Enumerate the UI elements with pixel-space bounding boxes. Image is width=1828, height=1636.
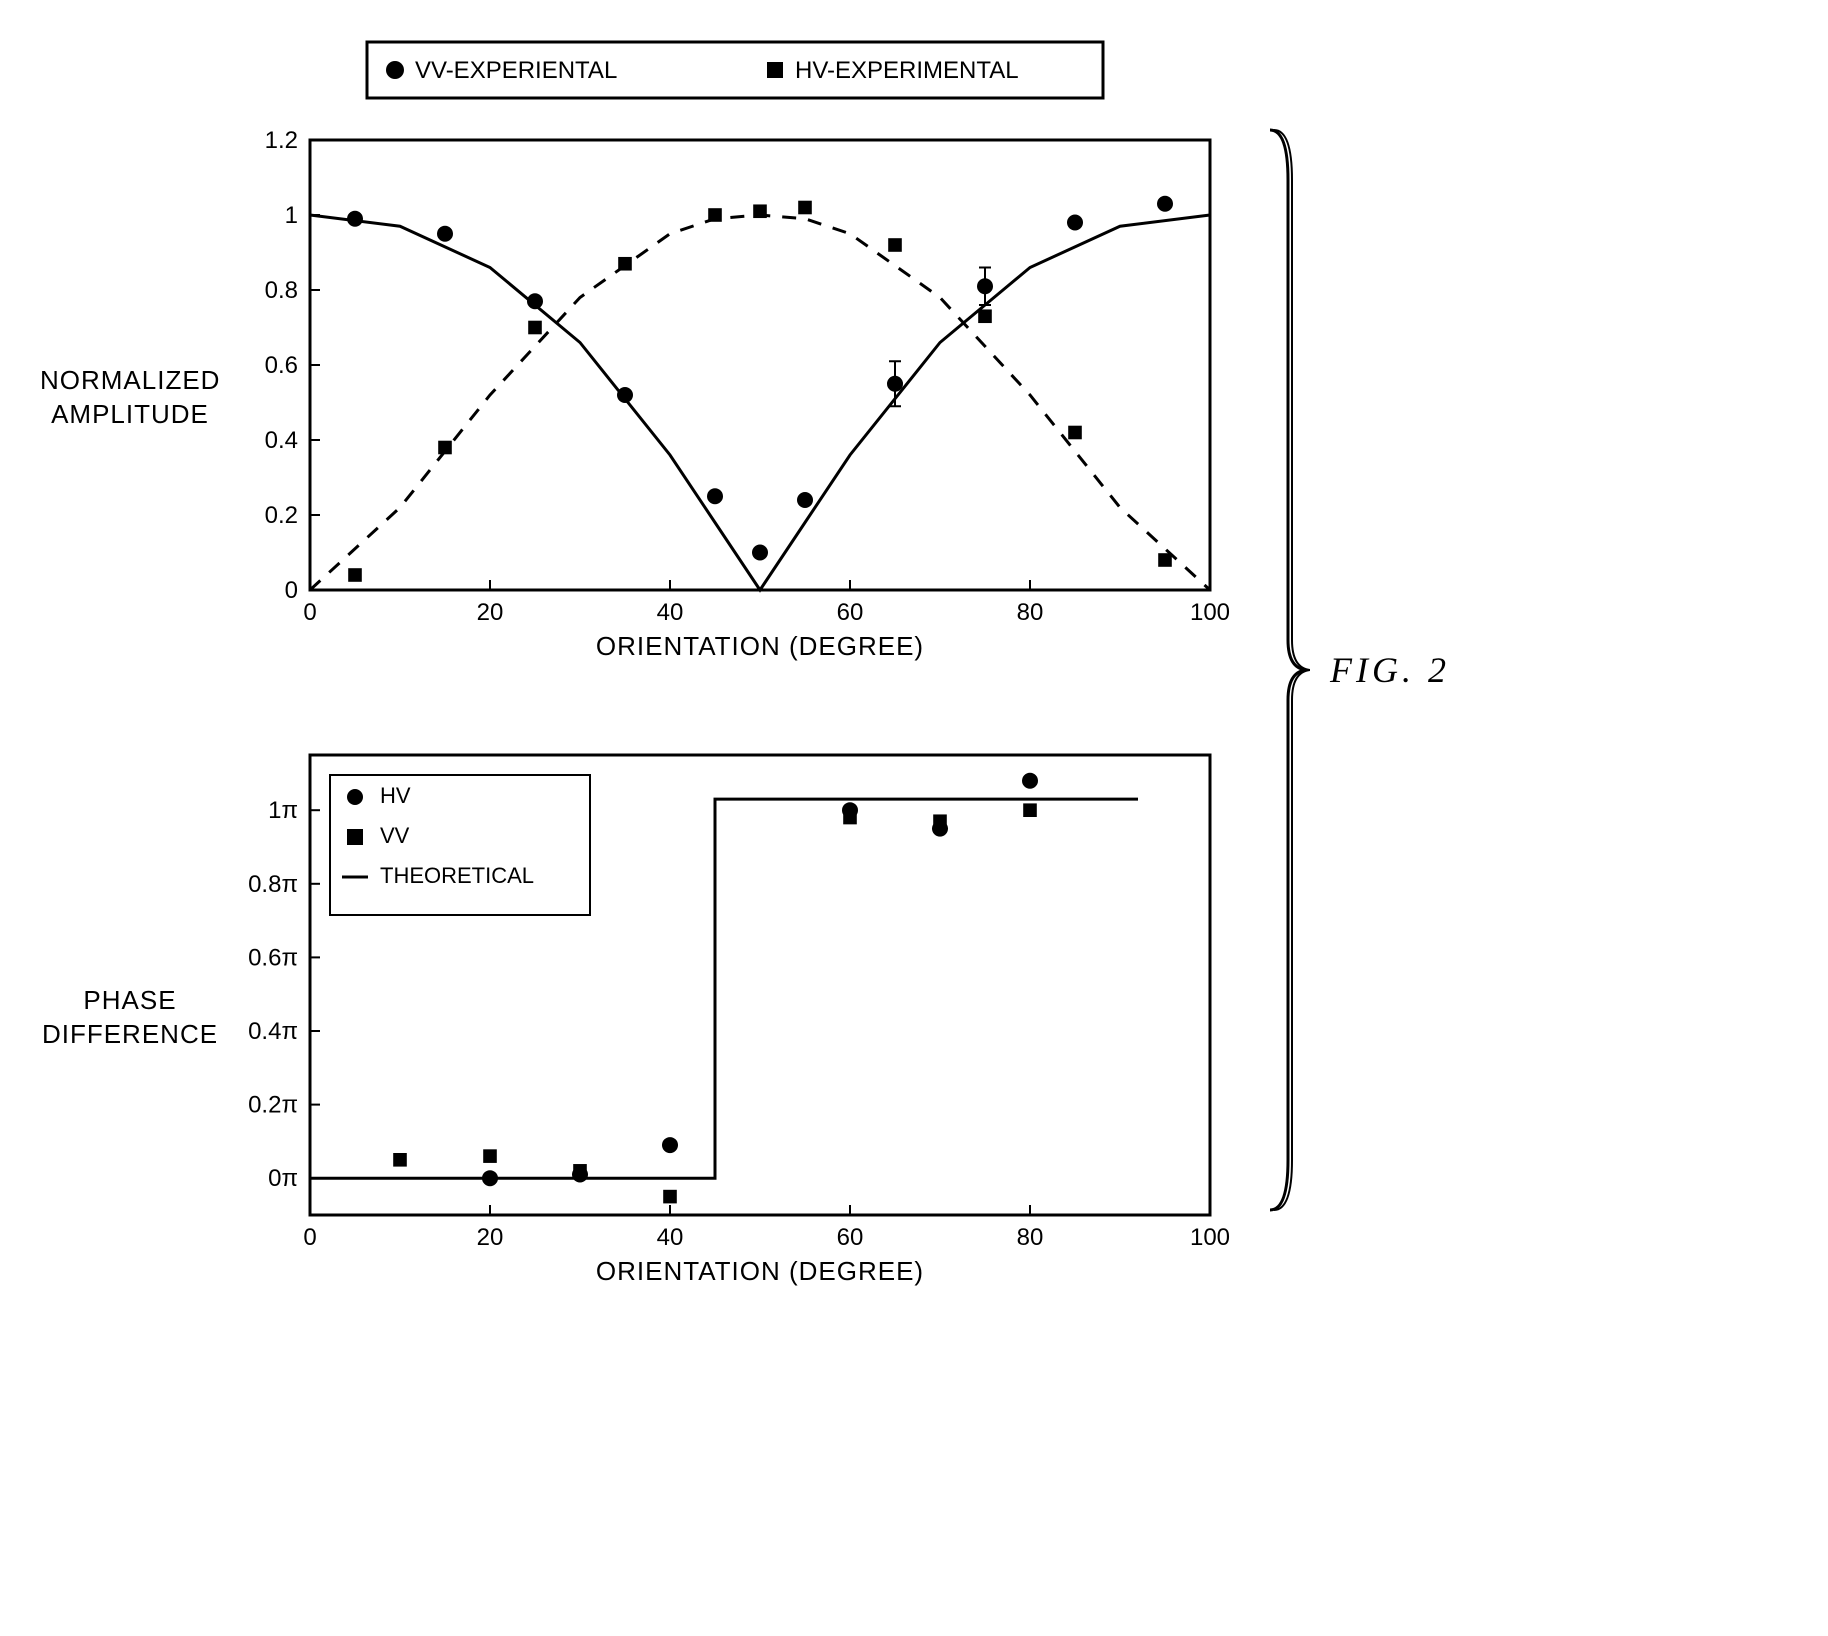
svg-text:20: 20 bbox=[477, 1224, 504, 1251]
svg-text:40: 40 bbox=[657, 1224, 684, 1251]
top-legend-wrapper: VV-EXPERIENTAL HV-EXPERIMENTAL bbox=[240, 40, 1230, 100]
svg-text:60: 60 bbox=[837, 599, 864, 626]
svg-text:ORIENTATION (DEGREE): ORIENTATION (DEGREE) bbox=[596, 631, 924, 661]
top-legend: VV-EXPERIENTAL HV-EXPERIMENTAL bbox=[365, 40, 1105, 100]
bracket-icon bbox=[1260, 120, 1310, 1220]
figure-container: VV-EXPERIENTAL HV-EXPERIMENTAL NORMALIZED… bbox=[40, 40, 1788, 1300]
bottom-ylabel-line1: PHASE bbox=[83, 985, 176, 1015]
figure-label: FIG. 2 bbox=[1330, 649, 1450, 691]
svg-text:THEORETICAL: THEORETICAL bbox=[380, 863, 534, 888]
svg-text:1: 1 bbox=[285, 202, 298, 229]
svg-text:20: 20 bbox=[477, 599, 504, 626]
svg-text:40: 40 bbox=[657, 599, 684, 626]
svg-text:0.2π: 0.2π bbox=[248, 1092, 298, 1119]
svg-text:HV: HV bbox=[380, 783, 411, 808]
svg-text:1π: 1π bbox=[268, 797, 298, 824]
svg-text:HV-EXPERIMENTAL: HV-EXPERIMENTAL bbox=[795, 57, 1019, 84]
svg-text:VV: VV bbox=[380, 823, 410, 848]
bottom-chart-wrapper: PHASE DIFFERENCE 0204060801000π0.2π0.4π0… bbox=[40, 735, 1230, 1300]
svg-text:0.6π: 0.6π bbox=[248, 944, 298, 971]
svg-text:0: 0 bbox=[303, 1224, 316, 1251]
svg-text:60: 60 bbox=[837, 1224, 864, 1251]
svg-text:0: 0 bbox=[285, 577, 298, 604]
svg-text:ORIENTATION (DEGREE): ORIENTATION (DEGREE) bbox=[596, 1256, 924, 1286]
svg-text:1.2: 1.2 bbox=[265, 127, 298, 154]
svg-text:0.8: 0.8 bbox=[265, 277, 298, 304]
svg-text:100: 100 bbox=[1190, 599, 1230, 626]
top-chart-wrapper: NORMALIZED AMPLITUDE 0 20 40 60 80 100 0 0.2 0.4… bbox=[40, 120, 1230, 675]
charts-column: VV-EXPERIENTAL HV-EXPERIMENTAL NORMALIZED… bbox=[40, 40, 1230, 1300]
top-chart-svg: 0 20 40 60 80 100 0 0.2 0.4 0.6 0.8 1 1.2 ORIENTATION… bbox=[240, 120, 1230, 670]
top-chart-block: VV-EXPERIENTAL HV-EXPERIMENTAL NORMALIZED… bbox=[40, 40, 1230, 675]
bracket-group: FIG. 2 bbox=[1260, 120, 1450, 1220]
svg-text:VV-EXPERIENTAL: VV-EXPERIENTAL bbox=[415, 57, 617, 84]
svg-text:0.4π: 0.4π bbox=[248, 1018, 298, 1045]
svg-text:0.4: 0.4 bbox=[265, 427, 298, 454]
top-ylabel-line1: NORMALIZED bbox=[40, 365, 220, 395]
svg-text:0.8π: 0.8π bbox=[248, 871, 298, 898]
svg-text:80: 80 bbox=[1017, 1224, 1044, 1251]
bottom-chart-box: 0 20 40 60 80 100 0π 0.2π 0.4π 0.6π 0.8π 1π ORIENTAT… bbox=[240, 735, 1230, 1300]
svg-text:0: 0 bbox=[303, 599, 316, 626]
bottom-ylabel: PHASE DIFFERENCE bbox=[40, 984, 220, 1052]
top-ylabel-line2: AMPLITUDE bbox=[51, 399, 209, 429]
bottom-ylabel-line2: DIFFERENCE bbox=[42, 1019, 218, 1049]
svg-text:0.2: 0.2 bbox=[265, 502, 298, 529]
svg-text:100: 100 bbox=[1190, 1224, 1230, 1251]
top-chart-box: 0 20 40 60 80 100 0 0.2 0.4 0.6 0.8 1 1.2 ORIENTATION… bbox=[240, 120, 1230, 675]
svg-text:80: 80 bbox=[1017, 599, 1044, 626]
svg-text:0.6: 0.6 bbox=[265, 352, 298, 379]
top-ylabel: NORMALIZED AMPLITUDE bbox=[40, 364, 220, 432]
bottom-chart-svg: 0 20 40 60 80 100 0π 0.2π 0.4π 0.6π 0.8π 1π ORIENTAT… bbox=[240, 735, 1230, 1295]
svg-text:0π: 0π bbox=[268, 1165, 298, 1192]
